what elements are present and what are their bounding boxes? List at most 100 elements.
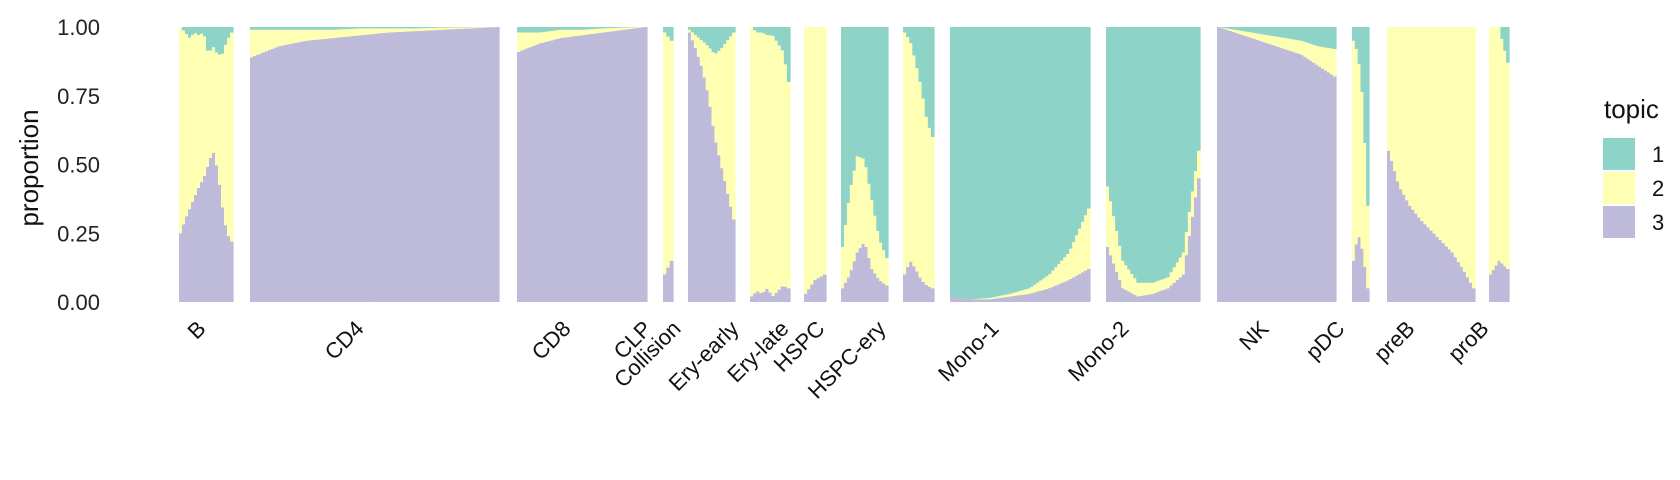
bar-segment-topic-1 xyxy=(1175,27,1180,263)
bar-segment-topic-3 xyxy=(607,31,612,303)
bar-segment-topic-1 xyxy=(1178,27,1183,258)
group-Collision xyxy=(688,27,736,303)
bar-segment-topic-2 xyxy=(915,68,920,272)
bar-segment-topic-1 xyxy=(1327,27,1331,49)
bar-segment-topic-3 xyxy=(550,40,554,303)
bar-segment-topic-2 xyxy=(1414,27,1418,214)
bar-segment-topic-2 xyxy=(1078,228,1082,275)
bar-segment-topic-3 xyxy=(1366,288,1370,302)
bar-segment-topic-1 xyxy=(197,27,201,35)
bar-segment-topic-1 xyxy=(1145,27,1150,283)
bar-segment-topic-3 xyxy=(1318,66,1322,302)
bar-segment-topic-3 xyxy=(200,182,204,302)
bar-segment-topic-2 xyxy=(586,29,591,35)
bar-segment-topic-2 xyxy=(810,27,815,285)
bar-segment-topic-3 xyxy=(841,288,845,302)
bar-segment-topic-1 xyxy=(532,27,536,33)
bar-segment-topic-1 xyxy=(1503,27,1507,51)
bar-segment-topic-2 xyxy=(753,30,757,294)
bar-segment-topic-3 xyxy=(523,49,527,302)
bar-segment-topic-3 xyxy=(1184,255,1189,302)
y-tick-label: 0.75 xyxy=(57,84,100,109)
bar-segment-topic-1 xyxy=(1252,27,1257,33)
bar-segment-topic-2 xyxy=(637,27,642,28)
bar-segment-topic-3 xyxy=(771,296,776,302)
bar-segment-topic-1 xyxy=(421,27,425,29)
bar-segment-topic-2 xyxy=(274,29,278,48)
group-HSPC xyxy=(841,27,889,302)
bar-segment-topic-2 xyxy=(909,43,913,262)
bar-segment-topic-1 xyxy=(1021,27,1026,291)
bar-segment-topic-2 xyxy=(864,167,869,247)
bar-segment-topic-1 xyxy=(1133,27,1137,279)
bar-segment-topic-2 xyxy=(1491,27,1496,270)
bar-segment-topic-1 xyxy=(702,27,707,43)
bar-segment-topic-1 xyxy=(756,27,760,33)
bar-segment-topic-3 xyxy=(822,274,827,302)
bar-segment-topic-1 xyxy=(1288,27,1292,39)
bar-segment-topic-2 xyxy=(688,29,692,33)
bar-segment-topic-3 xyxy=(619,30,624,302)
bar-segment-topic-1 xyxy=(918,27,923,82)
bar-segment-topic-3 xyxy=(1115,271,1119,302)
bar-segment-topic-3 xyxy=(613,30,618,303)
bar-segment-topic-2 xyxy=(535,32,539,45)
bar-segment-topic-2 xyxy=(924,116,929,285)
bar-segment-topic-2 xyxy=(1459,27,1464,267)
bar-segment-topic-1 xyxy=(382,27,386,29)
bar-segment-topic-1 xyxy=(1258,27,1263,34)
bar-segment-topic-1 xyxy=(930,27,935,137)
bar-segment-topic-2 xyxy=(1471,27,1476,289)
bar-segment-topic-2 xyxy=(1009,293,1014,297)
bar-segment-topic-2 xyxy=(843,225,848,283)
bar-segment-topic-1 xyxy=(780,27,785,51)
bar-segment-topic-3 xyxy=(1291,51,1295,303)
bar-segment-topic-2 xyxy=(1231,29,1236,32)
bar-segment-topic-2 xyxy=(403,28,407,32)
bar-segment-topic-2 xyxy=(1066,253,1070,281)
bar-segment-topic-3 xyxy=(1309,60,1313,303)
bar-segment-topic-3 xyxy=(622,29,627,302)
bar-segment-topic-1 xyxy=(271,27,275,30)
bar-segment-topic-3 xyxy=(1166,288,1171,302)
bar-segment-topic-3 xyxy=(526,48,530,303)
bar-segment-topic-2 xyxy=(1027,288,1032,294)
bar-segment-topic-2 xyxy=(714,53,718,143)
bar-segment-topic-3 xyxy=(209,158,213,302)
bar-segment-topic-3 xyxy=(849,270,854,302)
bar-segment-topic-1 xyxy=(906,27,910,38)
bar-segment-topic-1 xyxy=(708,27,713,49)
bar-segment-topic-2 xyxy=(1115,231,1119,272)
bar-segment-topic-1 xyxy=(523,27,527,33)
group-preB xyxy=(1387,27,1476,302)
bar-segment-topic-3 xyxy=(967,299,972,302)
bar-segment-topic-3 xyxy=(1267,43,1272,302)
bar-segment-topic-1 xyxy=(1264,27,1269,35)
bar-segment-topic-3 xyxy=(343,36,347,302)
bar-segment-topic-1 xyxy=(1054,27,1058,268)
bar-segment-topic-2 xyxy=(723,44,727,181)
bar-segment-topic-2 xyxy=(906,37,910,267)
group-NK xyxy=(1217,27,1337,303)
bar-segment-topic-1 xyxy=(1154,27,1159,282)
bar-segment-topic-1 xyxy=(535,27,539,33)
bar-segment-topic-2 xyxy=(1494,27,1499,266)
bar-segment-topic-1 xyxy=(1057,27,1061,264)
bar-segment-topic-2 xyxy=(364,28,368,35)
bar-segment-topic-3 xyxy=(331,38,335,302)
bar-segment-topic-3 xyxy=(490,27,494,303)
bar-segment-topic-1 xyxy=(316,27,320,30)
bar-segment-topic-1 xyxy=(1193,27,1198,172)
bar-segment-topic-1 xyxy=(967,27,972,300)
bar-segment-topic-3 xyxy=(259,53,263,302)
bar-segment-topic-3 xyxy=(373,33,377,303)
bar-segment-topic-2 xyxy=(693,34,698,48)
bar-segment-topic-3 xyxy=(1352,260,1356,302)
bar-segment-topic-3 xyxy=(346,36,350,303)
bar-segment-topic-1 xyxy=(705,27,710,46)
bar-segment-topic-2 xyxy=(424,28,428,31)
bar-segment-topic-3 xyxy=(595,33,600,302)
bar-segment-topic-3 xyxy=(1462,271,1467,302)
bar-segment-topic-3 xyxy=(909,261,913,302)
bar-segment-topic-2 xyxy=(526,32,530,49)
